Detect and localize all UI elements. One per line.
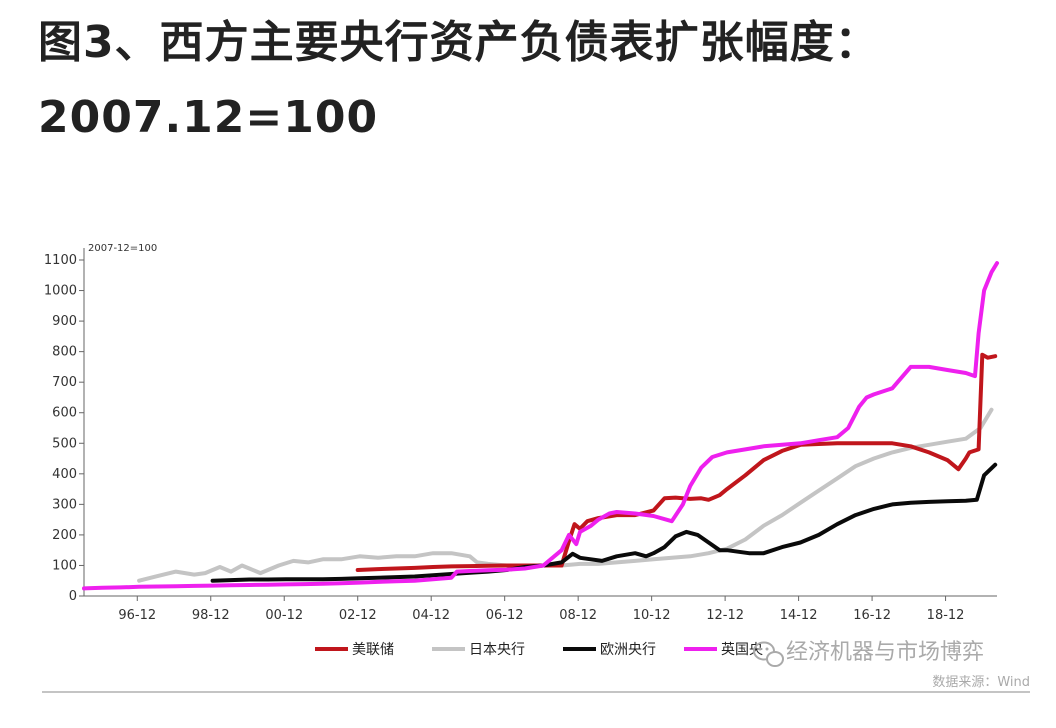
series-line-3 [210, 462, 998, 583]
series-line-4 [82, 261, 999, 591]
y-tick-label: 100 [52, 558, 77, 573]
y-tick-label: 700 [52, 375, 77, 390]
y-tick-label: 500 [52, 436, 77, 451]
watermark: 经济机器与市场博弈 [753, 640, 984, 667]
x-tick-label: 02-12 [339, 608, 377, 623]
page-subtitle: 2007.12=100 [38, 92, 379, 143]
x-tick-label: 98-12 [192, 608, 230, 623]
y-tick-label: 800 [52, 345, 77, 360]
y-axis-ticks: 0 100 200 300 400 500 600 700 800 900 1000 1100 [44, 248, 85, 604]
y-tick-label: 900 [52, 314, 77, 329]
x-tick-label: 06-12 [486, 608, 524, 623]
data-source: 数据来源：Wind [932, 675, 1030, 690]
x-tick-label: 96-12 [118, 608, 156, 623]
x-tick-label: 12-12 [706, 608, 744, 623]
plot-area [82, 261, 999, 591]
y-tick-label: 1100 [44, 253, 77, 268]
watermark-text: 经济机器与市场博弈 [786, 640, 984, 665]
y-tick-label: 600 [52, 406, 77, 421]
y-tick-label: 400 [52, 467, 77, 482]
x-tick-label: 18-12 [927, 608, 965, 623]
x-tick-label: 14-12 [780, 608, 818, 623]
legend-label: 日本央行 [469, 642, 525, 658]
y-tick-label: 1000 [44, 284, 77, 299]
y-tick-label: 200 [52, 528, 77, 543]
wechat-icon [753, 641, 784, 667]
legend-label: 美联储 [352, 642, 394, 658]
x-tick-label: 16-12 [853, 608, 891, 623]
series-line-2 [355, 352, 998, 572]
chart-note: 2007-12=100 [88, 243, 157, 254]
x-tick-label: 00-12 [265, 608, 303, 623]
legend: 美联储 日本央行 欧洲央行 英国央 [315, 641, 763, 658]
x-tick-label: 08-12 [559, 608, 597, 623]
x-tick-label: 04-12 [412, 608, 450, 623]
x-axis: 96-12 98-12 00-12 02-12 04-12 06-12 08-12 10-12… [84, 595, 997, 623]
y-tick-label: 0 [69, 589, 77, 604]
page-title: 图3、西方主要央行资产负债表扩张幅度： [38, 17, 880, 68]
legend-label: 欧洲央行 [600, 642, 656, 658]
x-tick-label: 10-12 [633, 608, 671, 623]
legend-label: 英国央 [721, 641, 763, 658]
y-tick-label: 300 [52, 497, 77, 512]
line-chart: 0 100 200 300 400 500 600 700 800 900 1000 1100 200… [42, 243, 1030, 693]
